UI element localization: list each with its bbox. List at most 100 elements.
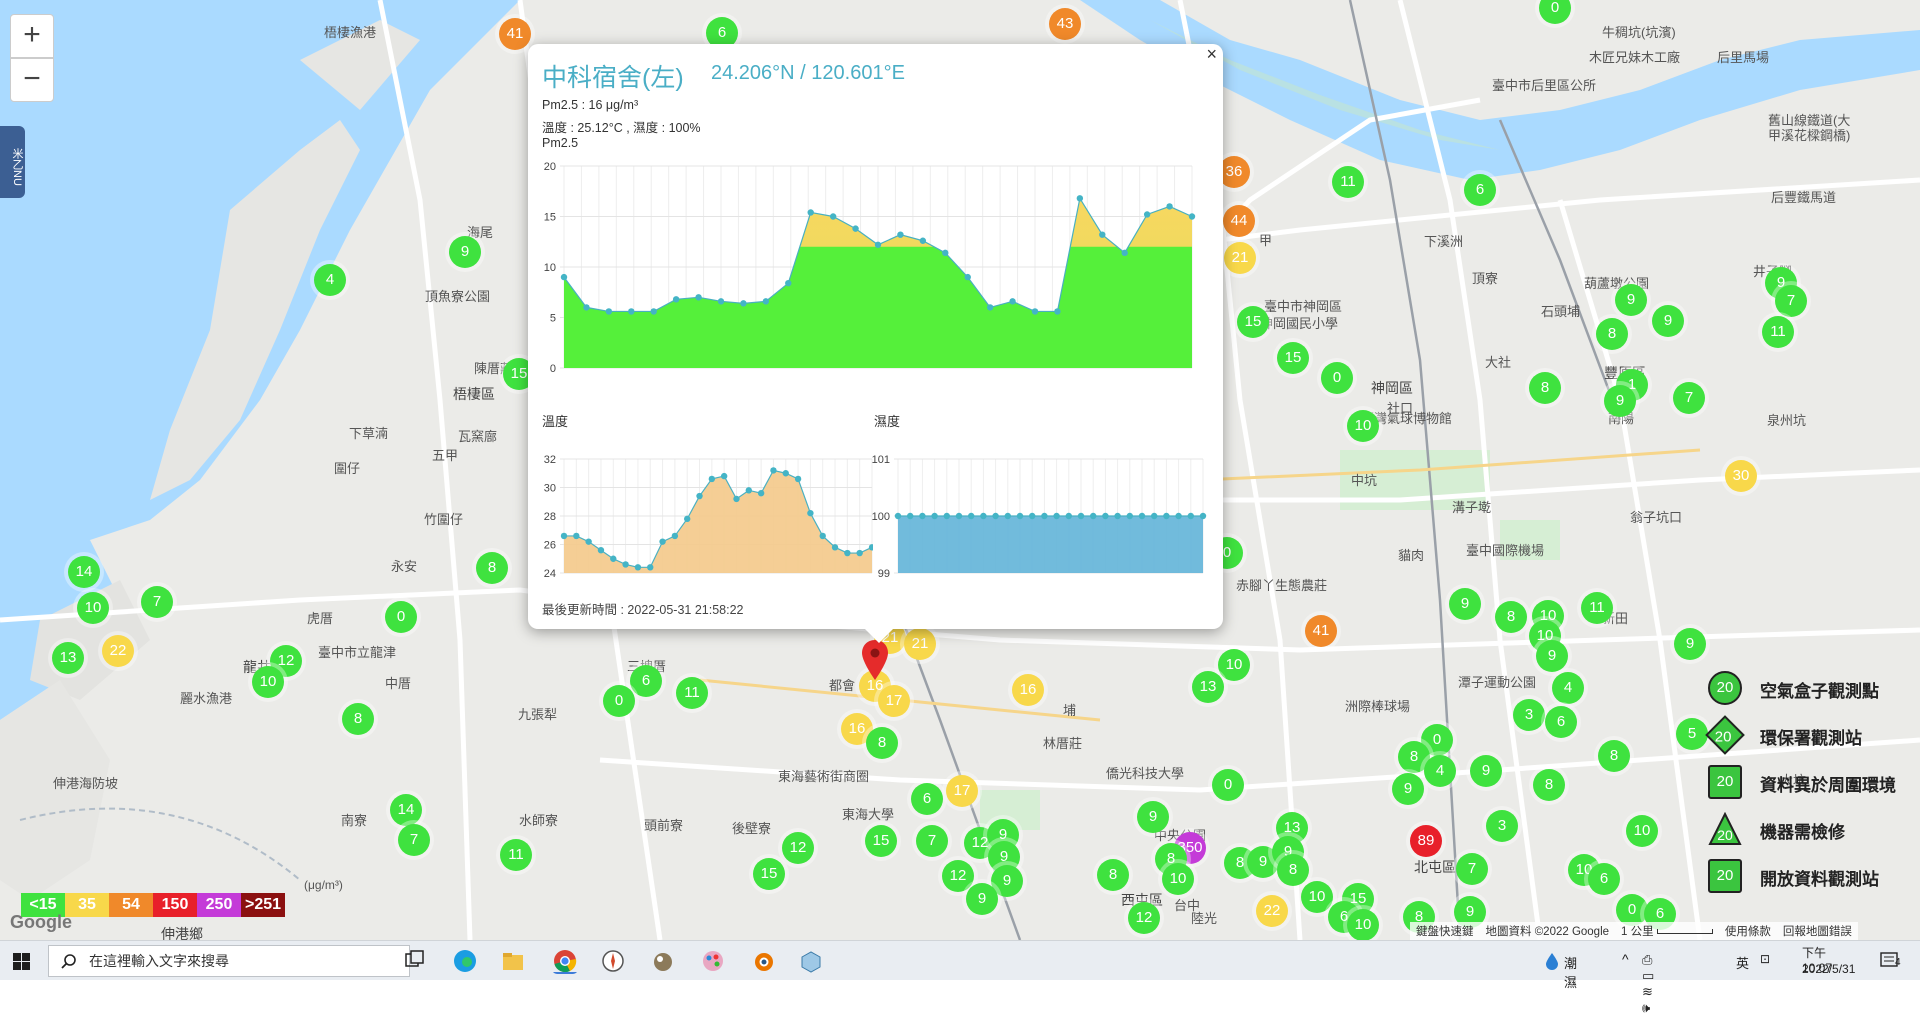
airbox-station-marker[interactable]: 30 bbox=[1725, 460, 1757, 492]
airbox-station-marker[interactable]: 0 bbox=[603, 685, 635, 717]
airbox-station-marker[interactable]: 10 bbox=[1218, 649, 1250, 681]
airbox-station-marker[interactable]: 16 bbox=[841, 713, 873, 745]
airbox-station-marker[interactable]: 8 bbox=[1495, 601, 1527, 633]
terms-link[interactable]: 使用條款 bbox=[1724, 926, 1771, 938]
notification-center-icon[interactable] bbox=[1880, 951, 1902, 971]
airbox-station-marker[interactable]: 22 bbox=[102, 635, 134, 667]
task-view-icon[interactable] bbox=[402, 948, 428, 974]
airbox-station-marker[interactable]: 4 bbox=[314, 264, 346, 296]
airbox-station-marker[interactable]: 8 bbox=[1596, 318, 1628, 350]
airbox-station-marker[interactable]: 10 bbox=[1347, 410, 1379, 442]
airbox-station-marker[interactable]: 44 bbox=[1223, 205, 1255, 237]
airbox-station-marker[interactable]: 9 bbox=[1470, 755, 1502, 787]
airbox-station-marker[interactable]: 13 bbox=[1192, 671, 1224, 703]
airbox-station-marker[interactable]: 6 bbox=[1464, 174, 1496, 206]
edge-browser-icon[interactable] bbox=[452, 948, 478, 974]
airbox-station-marker[interactable]: 10 bbox=[1301, 881, 1333, 913]
app-paint-icon[interactable] bbox=[700, 948, 726, 974]
airbox-station-marker[interactable]: 15 bbox=[1277, 342, 1309, 374]
keyboard-shortcuts-link[interactable]: 鍵盤快速鍵 bbox=[1416, 926, 1474, 938]
airbox-station-marker[interactable]: 13 bbox=[52, 642, 84, 674]
airbox-station-marker[interactable]: 9 bbox=[1604, 385, 1636, 417]
tray-status-icons[interactable]: ⎙ ▭ ≋ 🕪 bbox=[1642, 952, 1655, 1015]
blender-icon[interactable] bbox=[750, 948, 776, 974]
airbox-station-marker[interactable]: 12 bbox=[964, 827, 996, 859]
airbox-station-marker[interactable]: 3 bbox=[1486, 810, 1518, 842]
airbox-station-marker[interactable]: 41 bbox=[1305, 615, 1337, 647]
airbox-station-marker[interactable]: 10 bbox=[77, 592, 109, 624]
airbox-station-marker[interactable]: 10 bbox=[252, 666, 284, 698]
airbox-station-marker[interactable]: 12 bbox=[942, 860, 974, 892]
airbox-station-marker[interactable]: 6 bbox=[1545, 706, 1577, 738]
airbox-station-marker[interactable]: 8 bbox=[342, 703, 374, 735]
airbox-station-marker[interactable]: 10 bbox=[1347, 909, 1379, 940]
airbox-station-marker[interactable]: 21 bbox=[1224, 242, 1256, 274]
clock-time[interactable]: 下午 10:07 bbox=[1802, 946, 1833, 975]
location-pin-icon[interactable] bbox=[862, 640, 888, 680]
chrome-icon[interactable] bbox=[552, 948, 578, 974]
airbox-station-marker[interactable]: 0 bbox=[1321, 362, 1353, 394]
airbox-station-marker[interactable]: 9 bbox=[1392, 773, 1424, 805]
windows-start-icon[interactable] bbox=[13, 953, 30, 970]
airbox-station-marker[interactable]: 11 bbox=[1762, 316, 1794, 348]
airbox-station-marker[interactable]: 0 bbox=[1616, 894, 1648, 926]
airbox-station-marker[interactable]: 10 bbox=[1162, 863, 1194, 895]
airbox-station-marker[interactable]: 12 bbox=[782, 832, 814, 864]
airbox-station-marker[interactable]: 14 bbox=[68, 556, 100, 588]
airbox-station-marker[interactable]: 8 bbox=[1097, 859, 1129, 891]
airbox-station-marker[interactable]: 0 bbox=[1212, 769, 1244, 801]
airbox-station-marker[interactable]: 17 bbox=[878, 685, 910, 717]
popup-close-button[interactable]: × bbox=[1206, 44, 1217, 64]
airbox-station-marker[interactable]: 4 bbox=[1552, 672, 1584, 704]
airbox-station-marker[interactable]: 11 bbox=[676, 677, 708, 709]
airbox-station-marker[interactable]: 43 bbox=[1049, 8, 1081, 40]
airbox-station-marker[interactable]: 3 bbox=[1513, 699, 1545, 731]
airbox-station-marker[interactable]: 9 bbox=[966, 883, 998, 915]
airbox-station-marker[interactable]: 7 bbox=[1456, 853, 1488, 885]
airbox-station-marker[interactable]: 0 bbox=[385, 601, 417, 633]
airbox-station-marker[interactable]: 10 bbox=[1626, 815, 1658, 847]
airbox-station-marker[interactable]: 7 bbox=[916, 825, 948, 857]
airbox-station-marker[interactable]: 7 bbox=[398, 824, 430, 856]
airbox-station-marker[interactable]: 21 bbox=[904, 628, 936, 660]
airbox-station-marker[interactable]: 9 bbox=[1137, 801, 1169, 833]
airbox-station-marker[interactable]: 9 bbox=[449, 236, 481, 268]
airbox-station-marker[interactable]: 8 bbox=[1277, 854, 1309, 886]
app-gimp-icon[interactable] bbox=[650, 948, 676, 974]
airbox-station-marker[interactable]: 12 bbox=[1128, 902, 1160, 934]
airbox-station-marker[interactable]: 11 bbox=[1332, 166, 1364, 198]
airbox-station-marker[interactable]: 7 bbox=[1775, 285, 1807, 317]
ime-mode-icon[interactable]: ⊡ bbox=[1760, 952, 1771, 966]
airbox-station-marker[interactable]: 5 bbox=[1676, 718, 1708, 750]
airbox-station-marker[interactable]: 36 bbox=[1218, 156, 1250, 188]
airbox-station-marker[interactable]: 7 bbox=[1673, 382, 1705, 414]
file-explorer-icon[interactable] bbox=[500, 948, 526, 974]
app-compass-icon[interactable] bbox=[600, 948, 626, 974]
airbox-station-marker[interactable]: 9 bbox=[1536, 640, 1568, 672]
airbox-station-marker[interactable]: 89 bbox=[1410, 825, 1442, 857]
airbox-station-marker[interactable]: 41 bbox=[499, 18, 531, 50]
airbox-station-marker[interactable]: 11 bbox=[500, 839, 532, 871]
airbox-station-marker[interactable]: 22 bbox=[1256, 895, 1288, 927]
airbox-station-marker[interactable]: 4 bbox=[1424, 755, 1456, 787]
app-box-icon[interactable] bbox=[798, 948, 824, 974]
map-view[interactable]: 梧棲漁港 頂魚寮公園 海尾 陳厝莊 梧棲區 下草湳 瓦窯廍 圍仔 五甲 竹圍仔 永安 虎厝 龍井 臺中市立… bbox=[0, 0, 1920, 940]
tray-chevron-icon[interactable]: ^ bbox=[1622, 951, 1629, 967]
clock-date[interactable]: 2022/5/31 bbox=[1802, 962, 1856, 976]
airbox-station-marker[interactable]: 8 bbox=[1398, 741, 1430, 773]
airbox-station-marker[interactable]: 8 bbox=[1598, 740, 1630, 772]
airbox-station-marker[interactable]: 11 bbox=[1581, 592, 1613, 624]
airbox-station-marker[interactable]: 16 bbox=[1012, 674, 1044, 706]
airbox-station-marker[interactable]: 8 bbox=[476, 552, 508, 584]
airbox-station-marker[interactable]: 6 bbox=[911, 783, 943, 815]
airbox-station-marker[interactable]: 15 bbox=[753, 858, 785, 890]
airbox-station-marker[interactable]: 8 bbox=[1529, 372, 1561, 404]
airbox-station-marker[interactable]: 9 bbox=[1615, 284, 1647, 316]
ime-indicator[interactable]: 英 bbox=[1736, 956, 1750, 971]
zoom-out-button[interactable]: − bbox=[10, 58, 54, 102]
airbox-station-marker[interactable]: 17 bbox=[946, 775, 978, 807]
weather-text[interactable]: 潮濕 bbox=[1564, 956, 1578, 990]
airbox-station-marker[interactable]: 15 bbox=[1237, 306, 1269, 338]
airbox-station-marker[interactable]: 9 bbox=[1652, 305, 1684, 337]
airbox-station-marker[interactable]: 8 bbox=[1533, 769, 1565, 801]
